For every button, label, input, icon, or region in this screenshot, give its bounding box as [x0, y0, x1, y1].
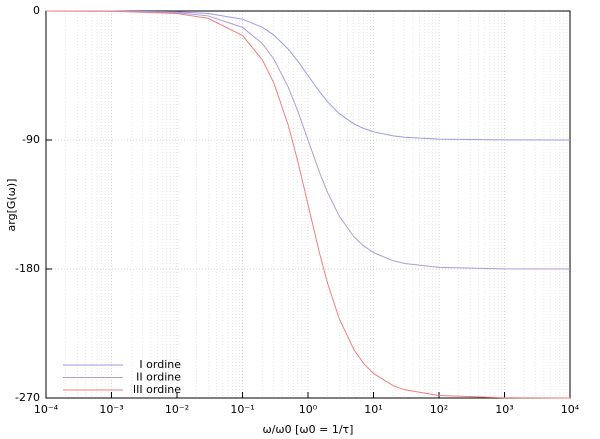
legend-label: III ordine: [133, 383, 181, 396]
y-tick-label: -90: [22, 133, 40, 146]
x-tick-label: 10⁻²: [165, 403, 189, 416]
legend-label: I ordine: [139, 358, 181, 371]
x-tick-label: 10³: [495, 403, 513, 416]
x-tick-label: 10⁰: [299, 403, 318, 416]
plot-frame: [45, 10, 571, 399]
y-tick-label: -270: [15, 391, 40, 404]
x-tick-label: 10⁻⁴: [34, 403, 59, 416]
x-tick-label: 10²: [430, 403, 448, 416]
x-tick-label: 10⁴: [561, 403, 580, 416]
y-axis-label: arg[G(ω)]: [5, 179, 18, 232]
line-series: [45, 10, 571, 399]
legend-label: II ordine: [136, 371, 181, 384]
y-tick-label: 0: [33, 4, 40, 17]
x-axis-label: ω/ω0 [ω0 = 1/τ]: [263, 423, 354, 436]
line-series: [45, 10, 571, 141]
x-tick-label: 10⁻¹: [230, 403, 254, 416]
x-tick-label: 10¹: [364, 403, 382, 416]
x-tick-label: 10⁻³: [99, 403, 123, 416]
y-tick-label: -180: [15, 262, 40, 275]
line-series: [45, 10, 571, 270]
